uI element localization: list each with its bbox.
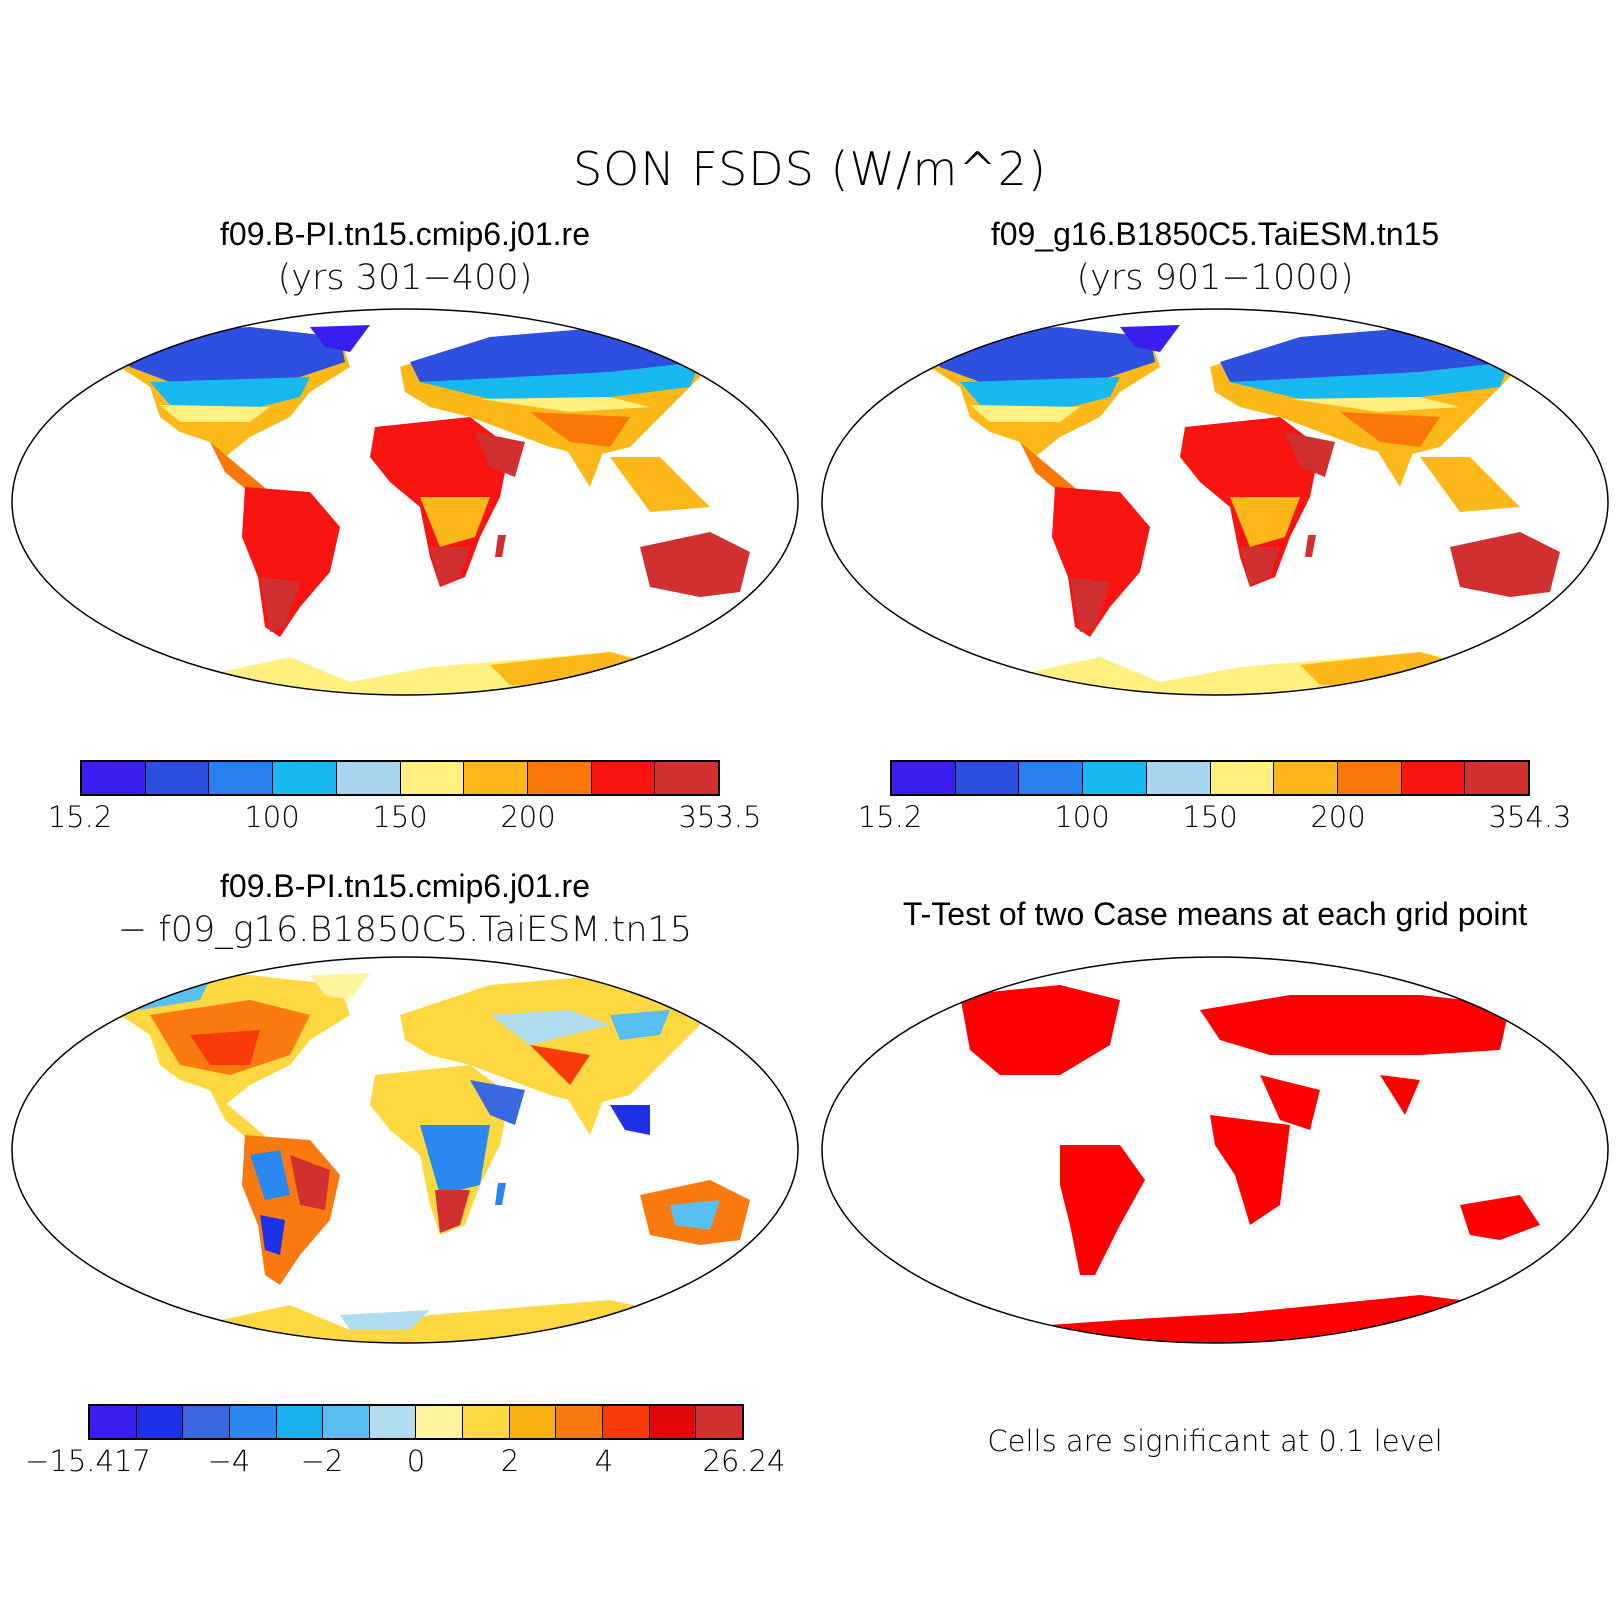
panel-title-bottom-left: f09.B-PI.tn15.cmip6.j01.re (220, 868, 590, 904)
significance-note: Cells are significant at 0.1 level (987, 1424, 1443, 1458)
colorbar-tick: −4 (207, 1444, 251, 1478)
colorbar-swatch (1146, 762, 1211, 794)
panel-title-bottom-right: T-Test of two Case means at each grid po… (902, 896, 1528, 932)
colorbar-tick: 200 (1310, 800, 1366, 834)
colorbar-swatch (1337, 762, 1402, 794)
colorbar-swatch (1083, 762, 1147, 794)
colorbar-tick: 200 (500, 800, 556, 834)
colorbar-top-right (890, 760, 1530, 796)
colorbar-swatch (145, 762, 210, 794)
colorbar-swatch (183, 1406, 230, 1438)
colorbar-swatch (527, 762, 592, 794)
colorbar-swatch (82, 762, 146, 794)
colorbar-swatch (603, 1406, 650, 1438)
colorbar-tick: 150 (1182, 800, 1238, 834)
panel-subtitle-top-left: (yrs 301−400) (277, 258, 533, 298)
map-bottom-right (821, 956, 1609, 1344)
colorbar-swatch (463, 1406, 510, 1438)
map-top-right (821, 308, 1609, 696)
colorbar-swatch (591, 762, 656, 794)
colorbar-top-left (80, 760, 720, 796)
colorbar-tick: 15.2 (47, 800, 113, 834)
colorbar-tick: 100 (244, 800, 300, 834)
colorbar-swatch (649, 1406, 697, 1438)
australia (640, 532, 750, 597)
colorbar-tick: 4 (594, 1444, 614, 1478)
colorbar-tick: 0 (406, 1444, 426, 1478)
colorbar-tick: −2 (300, 1444, 344, 1478)
map-bottom-left (11, 956, 799, 1344)
colorbar-swatch (323, 1406, 370, 1438)
colorbar-swatch (655, 762, 719, 794)
colorbar-swatch (229, 1406, 277, 1438)
panel-title-top-left: f09.B-PI.tn15.cmip6.j01.re (220, 216, 590, 252)
colorbar-swatch (400, 762, 465, 794)
colorbar-swatch (892, 762, 956, 794)
colorbar-tick: 100 (1054, 800, 1110, 834)
colorbar-swatch (955, 762, 1020, 794)
colorbar-swatch (90, 1406, 137, 1438)
colorbar-swatch (209, 762, 274, 794)
colorbar-tick: 2 (500, 1444, 520, 1478)
map-top-left (11, 308, 799, 696)
colorbar-swatch (136, 1406, 184, 1438)
colorbar-bottom-left (88, 1404, 744, 1440)
colorbar-tick: 353.5 (678, 800, 762, 834)
colorbar-swatch (273, 762, 337, 794)
colorbar-swatch (556, 1406, 604, 1438)
colorbar-swatch (1401, 762, 1466, 794)
colorbar-swatch (1019, 762, 1084, 794)
panel-title-top-right: f09_g16.B1850C5.TaiESM.tn15 (990, 216, 1440, 252)
colorbar-swatch (369, 1406, 417, 1438)
colorbar-swatch (276, 1406, 324, 1438)
colorbar-tick: 354.3 (1488, 800, 1572, 834)
panel-subtitle-bottom-left: − f09_g16.B1850C5.TaiESM.tn15 (117, 910, 693, 950)
colorbar-tick: 150 (372, 800, 428, 834)
colorbar-tick: 15.2 (857, 800, 923, 834)
colorbar-tick: −15.417 (25, 1444, 151, 1478)
colorbar-swatch (696, 1406, 742, 1438)
colorbar-swatch (1465, 762, 1529, 794)
colorbar-swatch (509, 1406, 557, 1438)
colorbar-tick: 26.24 (702, 1444, 786, 1478)
panel-subtitle-top-right: (yrs 901−1000) (1076, 258, 1354, 298)
colorbar-swatch (1210, 762, 1275, 794)
colorbar-swatch (336, 762, 401, 794)
colorbar-swatch (464, 762, 528, 794)
colorbar-swatch (1274, 762, 1338, 794)
colorbar-swatch (416, 1406, 464, 1438)
figure-title: SON FSDS (W/m^2) (572, 142, 1048, 196)
